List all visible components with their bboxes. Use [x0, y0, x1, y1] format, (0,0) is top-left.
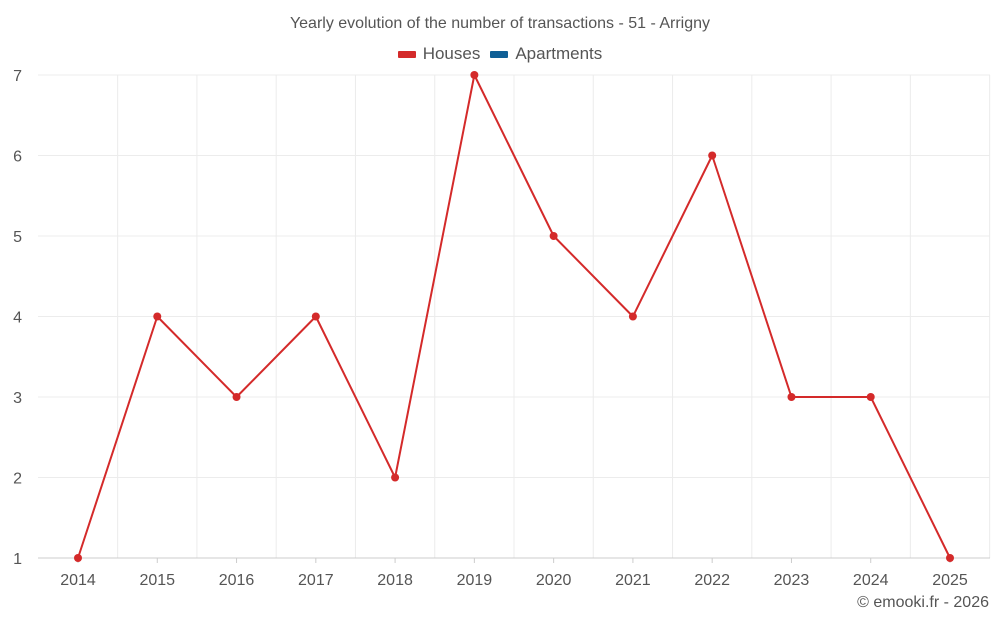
- x-tick-label-2024: 2024: [853, 572, 889, 589]
- data-point-houses-2018: [391, 473, 400, 482]
- legend-item-apartments[interactable]: Apartments: [490, 44, 602, 64]
- x-tick-label-2021: 2021: [615, 572, 651, 589]
- data-points: [74, 71, 954, 562]
- x-tick-label-2018: 2018: [377, 572, 413, 589]
- data-point-houses-2021: [628, 312, 637, 321]
- y-tick-label-5: 5: [13, 229, 22, 246]
- chart-title: Yearly evolution of the number of transa…: [289, 15, 711, 32]
- legend-swatch-apartments: [490, 50, 509, 58]
- y-tick-label-6: 6: [13, 149, 22, 166]
- chart-legend: Houses Apartments: [0, 44, 1000, 64]
- y-tick-label-2: 2: [13, 471, 22, 488]
- x-tick-label-2023: 2023: [774, 572, 810, 589]
- data-point-houses-2023: [787, 393, 796, 401]
- data-point-houses-2025: [946, 554, 954, 562]
- data-point-houses-2017: [311, 312, 320, 321]
- legend-item-houses[interactable]: Houses: [397, 44, 481, 64]
- x-tick-label-2015: 2015: [139, 572, 175, 589]
- data-point-houses-2019: [470, 71, 479, 79]
- x-tick-label-2025: 2025: [932, 572, 968, 589]
- x-tick-label-2017: 2017: [298, 572, 334, 589]
- axes: [38, 557, 990, 563]
- legend-label-houses: Houses: [422, 44, 481, 63]
- data-point-houses-2015: [153, 312, 162, 321]
- y-tick-label-3: 3: [13, 390, 22, 407]
- legend-swatch-houses: [397, 50, 416, 58]
- grid-lines: [38, 74, 991, 558]
- data-point-houses-2024: [866, 393, 875, 401]
- x-tick-label-2014: 2014: [60, 572, 96, 589]
- data-point-houses-2020: [549, 232, 558, 240]
- series-lines: [77, 74, 951, 559]
- x-tick-label-2016: 2016: [219, 572, 255, 589]
- y-tick-label-1: 1: [13, 551, 22, 568]
- series-line-houses: [77, 74, 951, 559]
- footer-credit: © emooki.fr - 2026: [857, 594, 989, 611]
- y-tick-label-7: 7: [13, 68, 22, 85]
- y-tick-label-4: 4: [13, 310, 22, 327]
- x-tick-label-2022: 2022: [694, 572, 730, 589]
- x-tick-label-2020: 2020: [536, 572, 572, 589]
- data-point-houses-2014: [74, 554, 82, 562]
- legend-label-apartments: Apartments: [515, 44, 603, 63]
- tick-labels: 1 2 3 4 5 6 7 2014 2015 2016 2017 2018 2019 2020 2021 2…: [13, 68, 968, 589]
- data-point-houses-2022: [708, 151, 717, 160]
- x-tick-label-2019: 2019: [457, 572, 493, 589]
- data-point-houses-2016: [232, 393, 241, 401]
